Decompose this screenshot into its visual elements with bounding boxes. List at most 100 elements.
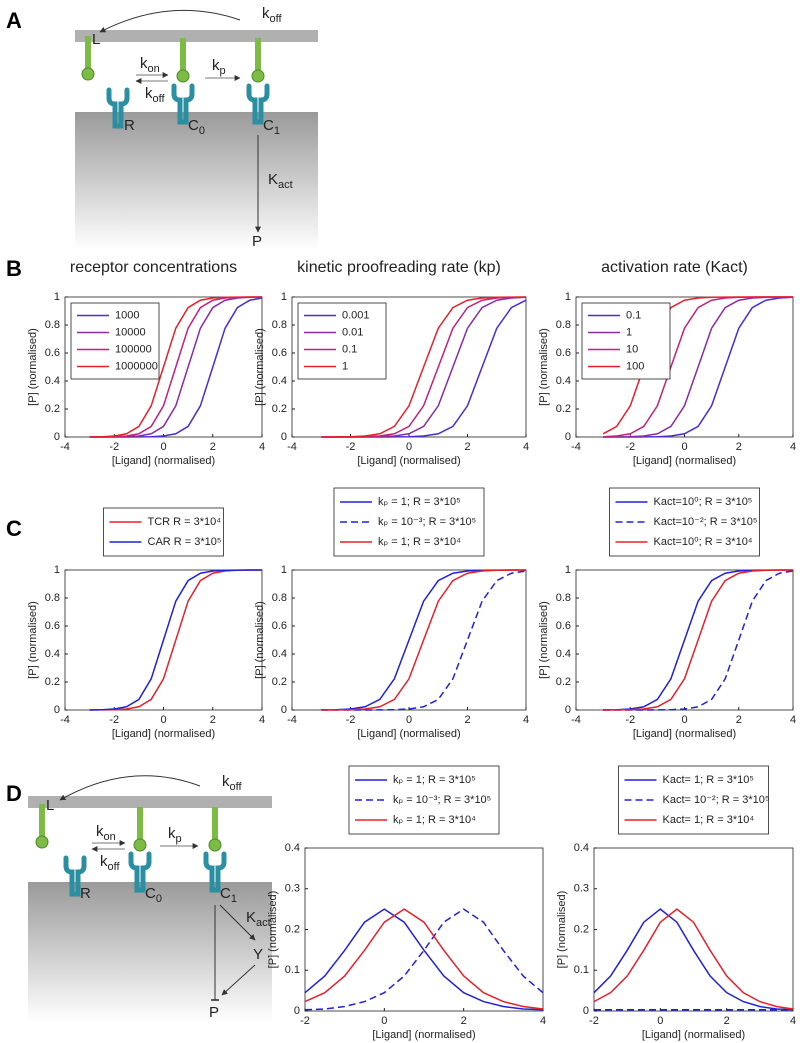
chart-title: receptor concentrations	[70, 259, 237, 276]
panel-label: D	[6, 781, 22, 806]
x-axis-label: [Ligand] (normalised)	[112, 455, 215, 467]
series-line	[602, 296, 793, 435]
series-line	[321, 569, 527, 711]
y-tick-label: 0.4	[272, 375, 287, 387]
y-tick-label: 0.6	[556, 347, 571, 359]
panel-label: C	[6, 516, 22, 541]
y-tick-label: 1	[565, 291, 571, 303]
y-tick-label: 0	[583, 1005, 589, 1017]
y-tick-label: 0.3	[285, 883, 300, 895]
x-tick-label: -2	[109, 714, 119, 726]
series-line	[593, 908, 794, 1011]
legend: Kact= 1; R = 3*10⁵ Kact= 10⁻²; R = 3*10⁵ K…	[618, 765, 770, 835]
y-tick-label: 1	[281, 564, 287, 576]
y-axis-label: [P] (normalised)	[27, 328, 39, 406]
complex-label: C0	[188, 117, 205, 137]
x-tick-label: 0	[381, 1015, 387, 1027]
legend-label: 1	[342, 360, 348, 372]
series-line	[603, 569, 794, 711]
y-axis-label: [P] (normalised)	[267, 891, 279, 969]
x-tick-label: 0	[406, 714, 412, 726]
x-axis-label: [Ligand] (normalised)	[372, 1029, 475, 1041]
rate-label: koff	[262, 5, 282, 25]
legend-label: CAR R = 3*10⁵	[148, 536, 222, 548]
y-tick-label: 0.6	[272, 347, 287, 359]
y-tick-label: 0.8	[45, 319, 60, 331]
legend-label: 0.1	[342, 343, 357, 355]
y-tick-label: 0	[54, 704, 60, 716]
y-axis-label: [P] (normalised)	[254, 328, 266, 406]
receptor-label: R	[124, 117, 135, 134]
y-tick-label: 0.2	[285, 923, 300, 935]
legend-label: 0.01	[342, 326, 363, 338]
y-tick-label: 0.6	[45, 620, 60, 632]
series-line	[89, 569, 262, 711]
chart: -4 -2 0 2 4 0 0.2 0.4 0.6 0.8 1 [Ligand] (normalise…	[27, 507, 265, 740]
legend: 0.1 1 10 100	[581, 302, 671, 380]
x-axis-label: [Ligand] (normalised)	[357, 455, 460, 467]
diagram-d: koff L kon koff kp R C0 C1 Kact Y P	[28, 773, 272, 1022]
y-tick-label: 0.2	[556, 403, 571, 415]
y-tick-label: 0	[54, 431, 60, 443]
series-line	[321, 296, 527, 438]
legend-label: Kact= 10⁻²; R = 3*10⁵	[663, 794, 770, 806]
y-tick-label: 0	[565, 704, 571, 716]
y-tick-label: 0.8	[272, 592, 287, 604]
y-tick-label: 0.4	[285, 842, 300, 854]
ligand-label: L	[46, 797, 54, 814]
legend-box	[348, 765, 500, 835]
x-tick-label: 2	[736, 714, 742, 726]
x-tick-label: 2	[724, 1015, 730, 1027]
legend-box	[618, 765, 769, 835]
plot-area	[593, 847, 794, 1012]
chart: -4 -2 0 2 4 0 0.2 0.4 0.6 0.8 1 [Ligand] (normalise…	[538, 487, 796, 740]
legend-label: Kact=10⁰; R = 3*10⁴	[654, 536, 753, 548]
x-tick-label: 0	[657, 1015, 663, 1027]
y-axis-label: [P] (normalised)	[27, 601, 39, 679]
legend-label: Kact= 1; R = 3*10⁴	[663, 814, 755, 826]
x-tick-label: -4	[287, 714, 297, 726]
chart: -4 -2 0 2 4 0 0.2 0.4 0.6 0.8 1 [Ligand] (normalise…	[254, 259, 529, 467]
y-tick-label: 0	[294, 1005, 300, 1017]
y-tick-label: 1	[281, 291, 287, 303]
y-tick-label: 1	[565, 564, 571, 576]
product-label: P	[209, 1004, 219, 1021]
x-tick-label: -2	[589, 1015, 599, 1027]
legend: 0.001 0.01 0.1 1	[297, 302, 387, 380]
x-tick-label: 0	[160, 441, 166, 453]
x-tick-label: -2	[109, 441, 119, 453]
x-tick-label: 4	[790, 441, 796, 453]
panel-label: B	[6, 256, 22, 281]
y-tick-label: 0.6	[272, 620, 287, 632]
y-tick-label: 0.3	[574, 883, 589, 895]
y-tick-label: 1	[54, 291, 60, 303]
rate-label: kon	[140, 55, 160, 75]
x-axis-label: [Ligand] (normalised)	[633, 728, 736, 740]
series-line	[89, 296, 262, 438]
chart-title: kinetic proofreading rate (kp)	[297, 259, 501, 276]
ligand-label: L	[92, 31, 100, 48]
diagram-a: koff L kon koff kp R C0 C1 Kact P	[75, 5, 318, 250]
x-tick-label: -4	[287, 441, 297, 453]
y-tick-label: 0.8	[45, 592, 60, 604]
x-tick-label: 2	[210, 441, 216, 453]
legend-label: 1000	[115, 309, 139, 321]
rate-label: koff	[100, 853, 120, 873]
y-axis-label: [P] (normalised)	[538, 601, 550, 679]
legend-label: 100000	[115, 343, 152, 355]
x-tick-label: -4	[571, 441, 581, 453]
chart: -2 0 2 400.10.20.30.4[Ligand] (normalised)[…	[267, 765, 546, 1041]
complex-label: C1	[220, 885, 237, 905]
x-tick-label: 4	[540, 1015, 546, 1027]
y-tick-label: 0.2	[272, 403, 287, 415]
series-line	[304, 908, 544, 1010]
legend: TCR R = 3*10⁴ CAR R = 3*10⁵	[103, 507, 224, 557]
x-tick-label: -2	[346, 714, 356, 726]
x-axis-label: [Ligand] (normalised)	[642, 1029, 745, 1041]
legend-label: Kact= 1; R = 3*10⁵	[663, 774, 754, 786]
legend: 1000 10000 100000 1000000	[70, 302, 160, 380]
chart: -4 -2 0 2 4 0 0.2 0.4 0.6 0.8 1 [Ligand] (normalise…	[27, 259, 265, 467]
legend-label: kₚ = 1; R = 3*10⁵	[378, 496, 461, 508]
x-tick-label: -2	[625, 441, 635, 453]
